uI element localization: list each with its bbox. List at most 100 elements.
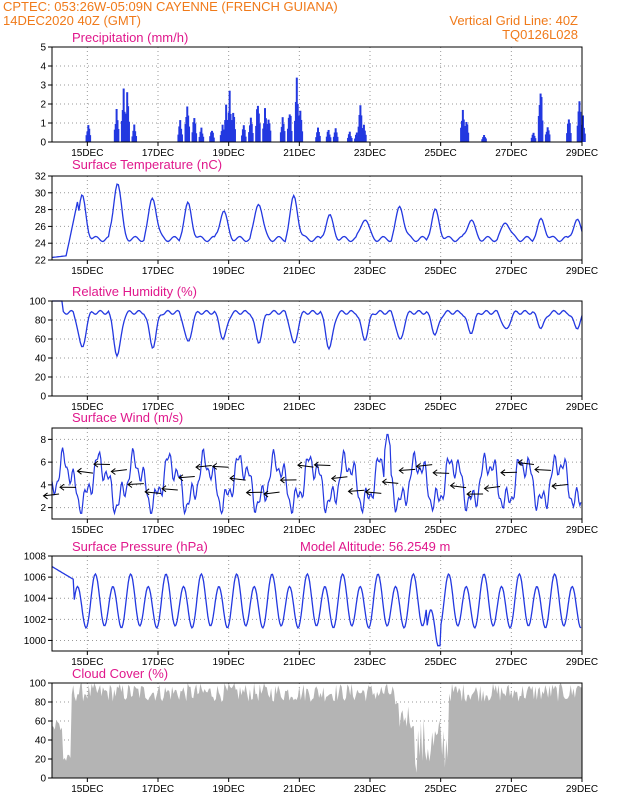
wind-arrow bbox=[77, 470, 94, 474]
x-tick-label: 19DEC bbox=[213, 657, 245, 668]
y-tick-label: 100 bbox=[29, 297, 46, 308]
y-tick-label: 1 bbox=[40, 119, 46, 130]
x-tick-label: 29DEC bbox=[566, 657, 598, 668]
y-tick-label: 1008 bbox=[24, 552, 47, 563]
x-tick-label: 29DEC bbox=[566, 266, 598, 277]
precip-bar bbox=[534, 138, 537, 142]
precip-bar bbox=[233, 129, 236, 142]
y-tick-label: 3 bbox=[40, 81, 46, 92]
panel-title: Relative Humidity (%) bbox=[72, 284, 197, 299]
panel-title: Surface Wind (m/s) bbox=[72, 410, 183, 425]
wind-arrow bbox=[43, 493, 60, 497]
x-tick-label: 15DEC bbox=[71, 148, 103, 159]
header-model-code: TQ0126L028 bbox=[502, 27, 578, 42]
x-tick-label: 15DEC bbox=[71, 784, 103, 795]
header-date: 14DEC2020 40Z (GMT) bbox=[3, 13, 141, 28]
wind-arrowhead bbox=[347, 487, 353, 495]
precip-bar bbox=[269, 130, 272, 142]
y-tick-label: 40 bbox=[35, 736, 47, 747]
x-tick-label: 15DEC bbox=[71, 266, 103, 277]
precip-bar bbox=[300, 119, 303, 142]
x-tick-label: 19DEC bbox=[213, 402, 245, 413]
precip-bar bbox=[244, 136, 247, 142]
panel-frame bbox=[51, 682, 583, 779]
wind-arrowhead bbox=[127, 481, 133, 488]
precip-bar bbox=[329, 137, 332, 142]
x-tick-label: 21DEC bbox=[283, 525, 315, 536]
x-tick-label: 21DEC bbox=[283, 266, 315, 277]
x-tick-label: 21DEC bbox=[283, 402, 315, 413]
precip-bar bbox=[135, 136, 138, 142]
wind-arrow bbox=[552, 484, 568, 487]
x-tick-label: 17DEC bbox=[142, 784, 174, 795]
wind-arrowhead bbox=[415, 462, 421, 470]
wind-arrowhead bbox=[297, 461, 303, 469]
y-tick-label: 1006 bbox=[24, 573, 47, 584]
header-line1: CPTEC: 053:26W-05:09N CAYENNE (FRENCH GU… bbox=[3, 0, 338, 14]
y-tick-label: 8 bbox=[40, 435, 46, 446]
x-tick-label: 19DEC bbox=[213, 148, 245, 159]
panel-title: Cloud Cover (%) bbox=[72, 666, 168, 681]
panel-4: 2 4 6 8 15DEC 17DEC 19DEC 21DEC 23DEC 25DEC 27DEC 2… bbox=[40, 410, 598, 536]
wind-arrow bbox=[161, 488, 178, 491]
y-tick-label: 30 bbox=[35, 188, 47, 199]
wind-arrowhead bbox=[42, 492, 48, 500]
precip-bar bbox=[194, 123, 197, 142]
precip-bar bbox=[289, 115, 292, 142]
wind-arrowhead bbox=[229, 474, 235, 482]
x-tick-label: 27DEC bbox=[495, 266, 527, 277]
model-altitude: Model Altitude: 56.2549 m bbox=[300, 539, 450, 554]
wind-arrowhead bbox=[245, 489, 251, 496]
x-tick-label: 15DEC bbox=[71, 525, 103, 536]
panel-frame bbox=[51, 175, 583, 261]
y-tick-label: 24 bbox=[35, 239, 47, 250]
x-tick-label: 25DEC bbox=[425, 148, 457, 159]
wind-arrowhead bbox=[313, 461, 319, 469]
x-tick-label: 23DEC bbox=[354, 148, 386, 159]
panel-title: Surface Pressure (hPa) bbox=[72, 539, 208, 554]
y-tick-label: 28 bbox=[35, 205, 47, 216]
wind-arrowhead bbox=[211, 462, 218, 470]
precip-bar bbox=[89, 135, 92, 142]
precip-bar bbox=[211, 132, 214, 142]
panel-6: 0 20 40 60 80 100 15DEC 17DEC 19DEC 21DEC 23DEC 25D… bbox=[29, 666, 598, 795]
wind-arrow bbox=[518, 462, 535, 465]
wind-arrowhead bbox=[144, 488, 150, 496]
precip-bar bbox=[540, 97, 543, 142]
x-tick-label: 21DEC bbox=[283, 657, 315, 668]
x-tick-label: 23DEC bbox=[354, 784, 386, 795]
wind-arrowhead bbox=[330, 475, 337, 482]
y-tick-label: 2 bbox=[40, 100, 46, 111]
wind-arrowhead bbox=[76, 467, 82, 475]
x-tick-label: 21DEC bbox=[283, 148, 315, 159]
panel-1: 0 1 2 3 4 5 15DEC 17DEC 19DEC 21DEC 23DEC 25DEC 27DE… bbox=[40, 30, 598, 159]
x-tick-label: 29DEC bbox=[566, 784, 598, 795]
wind-arrow bbox=[178, 475, 195, 479]
precip-bar bbox=[188, 126, 191, 142]
wind-arrowhead bbox=[93, 460, 99, 468]
wind-arrow bbox=[484, 486, 501, 490]
y-tick-label: 80 bbox=[35, 698, 47, 709]
precip-bar bbox=[258, 123, 261, 142]
wind-arrowhead bbox=[161, 485, 167, 493]
y-tick-label: 32 bbox=[35, 172, 47, 183]
temperature-line bbox=[51, 183, 583, 259]
precip-bar bbox=[583, 133, 586, 142]
panel-2: 22 24 26 28 30 32 15DEC 17DEC 19DEC 21DEC 23DEC 25D… bbox=[35, 157, 598, 277]
precip-bar bbox=[484, 138, 487, 142]
precip-bar bbox=[548, 134, 551, 142]
y-tick-label: 1004 bbox=[24, 594, 47, 605]
x-tick-label: 25DEC bbox=[425, 525, 457, 536]
wind-arrow bbox=[348, 489, 365, 492]
wind-arrowhead bbox=[551, 482, 557, 490]
wind-arrow bbox=[365, 491, 382, 494]
wind-arrow bbox=[212, 465, 229, 468]
y-tick-label: 0 bbox=[40, 392, 46, 403]
wind-arrow bbox=[230, 477, 246, 481]
wind-arrow bbox=[145, 491, 161, 494]
x-tick-label: 25DEC bbox=[425, 266, 457, 277]
precip-bar bbox=[127, 121, 130, 142]
panel-5: Model Altitude: 56.2549 m 1000 1002 1004 100… bbox=[24, 539, 598, 668]
precip-bar bbox=[541, 120, 544, 142]
wind-arrowhead bbox=[517, 459, 523, 466]
